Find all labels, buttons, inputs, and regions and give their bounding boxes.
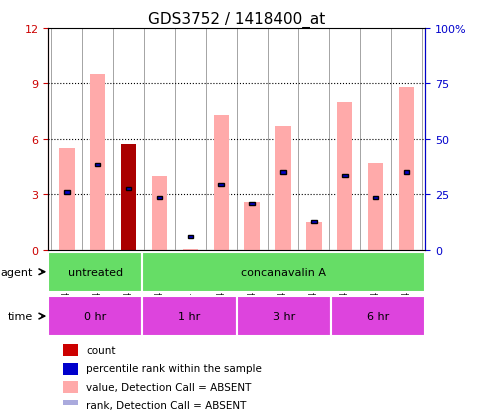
Text: agent: agent	[0, 267, 33, 277]
Bar	[51, 250, 82, 252]
Bar	[399, 88, 414, 250]
Bar	[152, 176, 167, 250]
Bar	[121, 145, 136, 250]
FancyBboxPatch shape	[95, 164, 100, 167]
Bar	[368, 164, 384, 250]
FancyBboxPatch shape	[126, 188, 131, 191]
FancyBboxPatch shape	[249, 202, 255, 205]
FancyBboxPatch shape	[331, 297, 425, 336]
Bar	[298, 250, 329, 252]
Bar	[63, 382, 78, 394]
Bar	[213, 116, 229, 250]
Bar	[63, 344, 78, 356]
FancyBboxPatch shape	[142, 252, 425, 292]
Bar	[183, 249, 198, 250]
Text: count: count	[86, 345, 115, 355]
FancyBboxPatch shape	[187, 235, 193, 239]
Text: 3 hr: 3 hr	[272, 311, 295, 321]
Bar	[113, 250, 144, 252]
Bar	[306, 222, 322, 250]
FancyBboxPatch shape	[342, 174, 348, 178]
FancyBboxPatch shape	[156, 197, 162, 200]
Bar	[329, 250, 360, 252]
FancyBboxPatch shape	[218, 184, 224, 187]
Text: time: time	[7, 311, 33, 321]
Bar	[206, 250, 237, 252]
FancyBboxPatch shape	[237, 297, 331, 336]
Bar	[90, 75, 105, 250]
FancyBboxPatch shape	[280, 171, 286, 174]
Bar	[244, 202, 260, 250]
FancyBboxPatch shape	[142, 297, 237, 336]
Bar	[275, 126, 291, 250]
Bar	[268, 250, 298, 252]
Bar	[337, 102, 353, 250]
Bar	[82, 250, 113, 252]
Bar	[175, 250, 206, 252]
Text: rank, Detection Call = ABSENT: rank, Detection Call = ABSENT	[86, 401, 246, 411]
Bar	[144, 250, 175, 252]
FancyBboxPatch shape	[404, 171, 409, 174]
FancyBboxPatch shape	[311, 221, 317, 224]
Bar	[360, 250, 391, 252]
Text: percentile rank within the sample: percentile rank within the sample	[86, 363, 262, 373]
Bar	[63, 400, 78, 412]
Bar	[63, 363, 78, 375]
FancyBboxPatch shape	[373, 197, 378, 200]
Text: concanavalin A: concanavalin A	[242, 267, 326, 277]
Bar	[59, 149, 74, 250]
Text: 0 hr: 0 hr	[84, 311, 107, 321]
Text: 6 hr: 6 hr	[367, 311, 389, 321]
Bar	[391, 250, 422, 252]
FancyBboxPatch shape	[48, 297, 142, 336]
Text: 1 hr: 1 hr	[178, 311, 201, 321]
Text: value, Detection Call = ABSENT: value, Detection Call = ABSENT	[86, 382, 251, 392]
Bar	[237, 250, 268, 252]
FancyBboxPatch shape	[64, 191, 70, 195]
Text: untreated: untreated	[68, 267, 123, 277]
FancyBboxPatch shape	[48, 252, 142, 292]
Title: GDS3752 / 1418400_at: GDS3752 / 1418400_at	[148, 12, 325, 28]
